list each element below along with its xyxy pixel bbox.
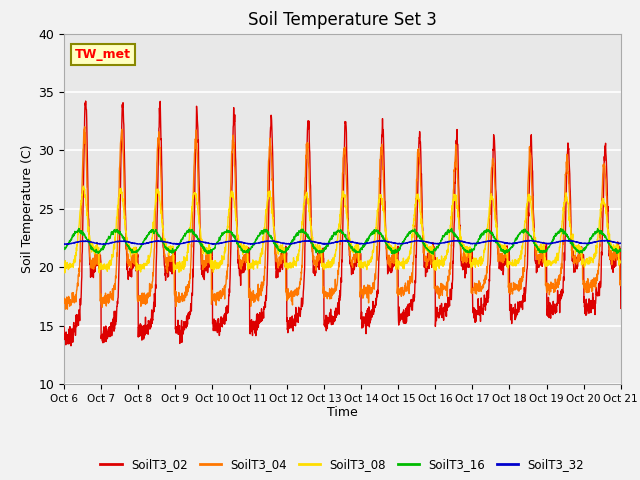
SoilT3_16 bbox=[216, 234, 223, 240]
SoilT3_32 bbox=[617, 240, 625, 246]
SoilT3_32 bbox=[371, 239, 379, 245]
SoilT3_32 bbox=[525, 238, 533, 243]
SoilT3_02 bbox=[60, 324, 68, 330]
SoilT3_02 bbox=[359, 324, 367, 330]
Line: SoilT3_02: SoilT3_02 bbox=[64, 101, 621, 346]
SoilT3_02 bbox=[82, 98, 90, 104]
SoilT3_04 bbox=[216, 288, 223, 294]
SoilT3_08 bbox=[359, 264, 367, 270]
SoilT3_16 bbox=[429, 251, 437, 257]
SoilT3_16 bbox=[505, 247, 513, 252]
Legend: SoilT3_02, SoilT3_04, SoilT3_08, SoilT3_16, SoilT3_32: SoilT3_02, SoilT3_04, SoilT3_08, SoilT3_… bbox=[96, 454, 589, 476]
SoilT3_04 bbox=[568, 253, 576, 259]
SoilT3_02 bbox=[67, 343, 75, 348]
SoilT3_32 bbox=[359, 241, 367, 247]
SoilT3_16 bbox=[60, 246, 68, 252]
Line: SoilT3_32: SoilT3_32 bbox=[64, 240, 621, 244]
SoilT3_16 bbox=[358, 245, 366, 251]
SoilT3_32 bbox=[100, 241, 108, 247]
SoilT3_04 bbox=[584, 284, 591, 289]
SoilT3_32 bbox=[568, 238, 576, 244]
SoilT3_04 bbox=[359, 295, 367, 301]
SoilT3_04 bbox=[505, 282, 513, 288]
SoilT3_32 bbox=[504, 240, 512, 246]
SoilT3_02 bbox=[568, 240, 576, 246]
Line: SoilT3_04: SoilT3_04 bbox=[64, 127, 621, 309]
SoilT3_04 bbox=[60, 295, 68, 301]
X-axis label: Time: Time bbox=[327, 407, 358, 420]
SoilT3_02 bbox=[584, 302, 591, 308]
SoilT3_04 bbox=[63, 306, 71, 312]
SoilT3_04 bbox=[371, 277, 379, 283]
Text: TW_met: TW_met bbox=[75, 48, 131, 61]
SoilT3_16 bbox=[568, 240, 576, 246]
SoilT3_16 bbox=[617, 248, 625, 253]
SoilT3_08 bbox=[80, 183, 88, 189]
SoilT3_04 bbox=[617, 278, 625, 284]
SoilT3_08 bbox=[60, 265, 68, 271]
SoilT3_02 bbox=[216, 321, 223, 327]
SoilT3_08 bbox=[617, 260, 625, 266]
SoilT3_16 bbox=[448, 226, 456, 231]
Title: Soil Temperature Set 3: Soil Temperature Set 3 bbox=[248, 11, 437, 29]
SoilT3_16 bbox=[371, 230, 378, 236]
Line: SoilT3_08: SoilT3_08 bbox=[64, 186, 621, 273]
Line: SoilT3_16: SoilT3_16 bbox=[64, 228, 621, 254]
SoilT3_32 bbox=[584, 240, 591, 246]
SoilT3_08 bbox=[61, 270, 68, 276]
SoilT3_08 bbox=[216, 260, 223, 266]
SoilT3_16 bbox=[584, 242, 591, 248]
SoilT3_04 bbox=[81, 124, 88, 130]
SoilT3_08 bbox=[584, 259, 591, 265]
SoilT3_02 bbox=[617, 305, 625, 311]
SoilT3_32 bbox=[60, 241, 68, 247]
SoilT3_08 bbox=[505, 261, 513, 266]
SoilT3_08 bbox=[568, 235, 576, 241]
Y-axis label: Soil Temperature (C): Soil Temperature (C) bbox=[21, 144, 34, 273]
SoilT3_32 bbox=[216, 240, 223, 246]
SoilT3_08 bbox=[371, 234, 379, 240]
SoilT3_02 bbox=[371, 302, 379, 308]
SoilT3_02 bbox=[505, 248, 513, 254]
